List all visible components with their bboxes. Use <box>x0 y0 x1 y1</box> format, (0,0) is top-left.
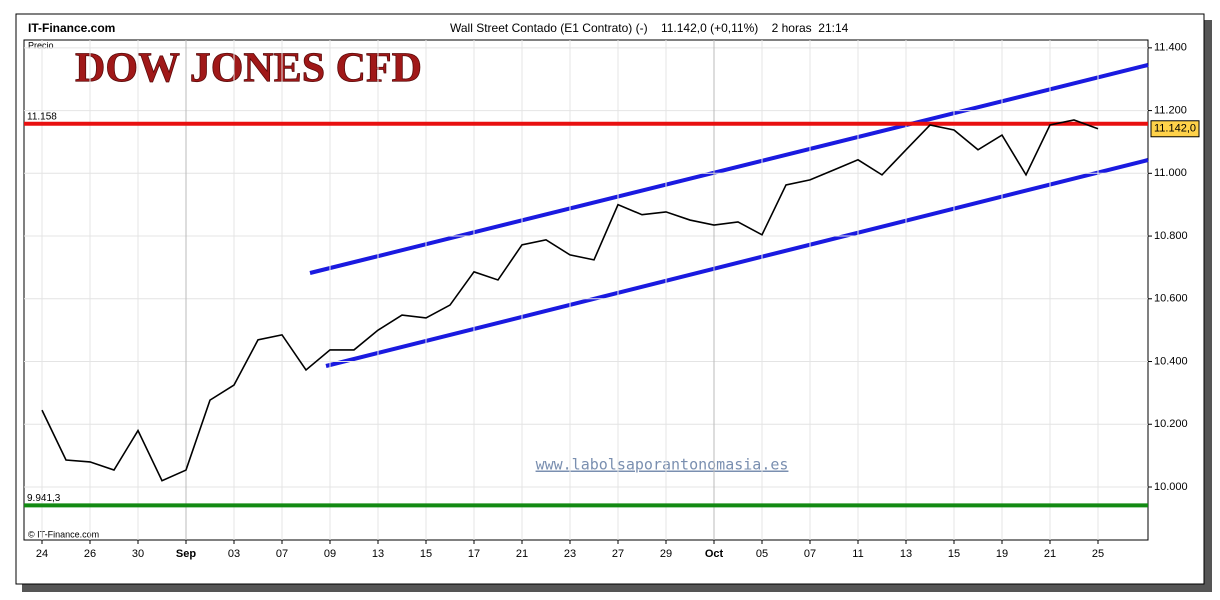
x-tick-label: 07 <box>804 548 816 560</box>
x-tick-label: 17 <box>468 548 480 560</box>
y-tick-label: 10.800 <box>1154 230 1188 242</box>
x-tick-label: 13 <box>900 548 912 560</box>
x-tick-label: 09 <box>324 548 336 560</box>
channel-bottom <box>325 158 1149 368</box>
x-tick-label: 03 <box>228 548 240 560</box>
x-tick-label: 11 <box>852 548 863 560</box>
x-tick-label: 27 <box>612 548 624 560</box>
y-tick-label: 10.600 <box>1154 293 1188 305</box>
x-tick-label: 21 <box>1044 548 1056 560</box>
source: IT-Finance.com <box>28 21 115 35</box>
x-tick-label: 15 <box>948 548 960 560</box>
last-value-label: 11.142,0 <box>1154 123 1196 135</box>
x-tick-label: 24 <box>36 548 48 560</box>
y-tick-label: 11.400 <box>1154 42 1187 54</box>
x-tick-label: Oct <box>705 548 724 560</box>
y-tick-label: 10.200 <box>1154 418 1188 430</box>
x-tick-label: 26 <box>84 548 96 560</box>
price-line <box>41 119 1099 482</box>
axis-label: Precio <box>28 40 54 50</box>
watermark: www.labolsaporantonomasia.es <box>536 456 789 474</box>
y-tick-label: 10.000 <box>1154 481 1188 493</box>
copyright: © IT-Finance.com <box>28 529 99 539</box>
x-tick-label: 07 <box>276 548 288 560</box>
chart-title: DOW JONES CFD <box>75 46 422 92</box>
reference-label: 11.158 <box>27 111 57 122</box>
x-tick-label: Sep <box>176 548 196 560</box>
x-tick-label: 19 <box>996 548 1008 560</box>
x-tick-label: 21 <box>516 548 528 560</box>
x-tick-label: 23 <box>564 548 576 560</box>
x-tick-label: 30 <box>132 548 144 560</box>
x-tick-label: 05 <box>756 548 768 560</box>
x-tick-label: 29 <box>660 548 672 560</box>
header: Wall Street Contado (E1 Contrato) (-) 11… <box>450 21 849 35</box>
x-tick-label: 15 <box>420 548 432 560</box>
x-tick-label: 25 <box>1092 548 1104 560</box>
y-tick-label: 11.200 <box>1154 104 1187 116</box>
x-tick-label: 13 <box>372 548 384 560</box>
y-tick-label: 10.400 <box>1154 355 1188 367</box>
reference-label: 9.941,3 <box>27 493 61 504</box>
y-tick-label: 11.000 <box>1154 167 1187 179</box>
last-value-box <box>1150 120 1200 138</box>
channel-top <box>309 63 1149 275</box>
